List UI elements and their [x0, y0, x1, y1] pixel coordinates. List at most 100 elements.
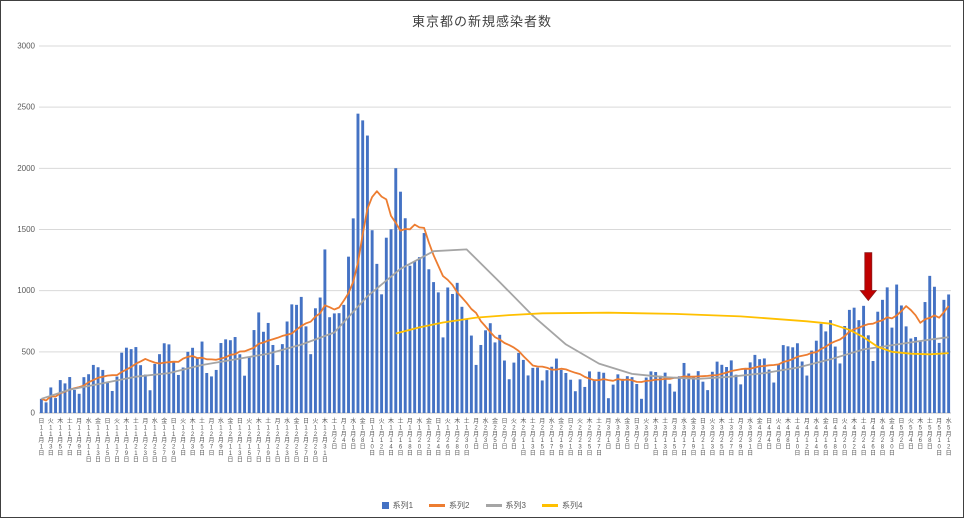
bar	[899, 305, 903, 413]
bar	[370, 230, 374, 413]
bar	[725, 367, 728, 413]
legend-item-series4[interactable]: 系列4	[541, 500, 583, 511]
bar	[63, 383, 67, 413]
bar	[224, 339, 228, 413]
bar	[578, 379, 582, 413]
bar	[819, 323, 823, 413]
legend-item-series1[interactable]: 系列1	[381, 500, 413, 511]
bar	[536, 367, 539, 413]
bar	[937, 342, 941, 413]
bar	[328, 317, 332, 413]
bar	[521, 359, 525, 413]
bar	[687, 373, 691, 413]
chart-title: 東京都の新規感染者数	[411, 14, 552, 29]
bar	[734, 374, 738, 413]
legend-item-series3[interactable]: 系列3	[485, 500, 526, 511]
bar	[909, 338, 913, 413]
bar	[375, 263, 379, 413]
bar	[862, 305, 866, 413]
bar	[498, 334, 502, 413]
bar	[276, 365, 280, 413]
bar	[347, 256, 350, 413]
bar	[252, 330, 256, 413]
bar	[658, 375, 662, 413]
bar	[195, 358, 199, 413]
bar	[148, 390, 152, 413]
bar	[82, 377, 86, 413]
bar	[554, 358, 558, 413]
svg-text:0: 0	[31, 409, 36, 418]
bar	[663, 372, 667, 413]
bar	[810, 350, 814, 413]
legend-item-series2[interactable]: 系列2	[429, 500, 470, 511]
legend-line-marker	[541, 504, 558, 507]
bar	[91, 364, 95, 413]
bar	[517, 352, 521, 413]
bar	[781, 345, 785, 413]
bar	[795, 343, 799, 413]
bar	[706, 390, 710, 413]
legend-label: 系列3	[505, 501, 526, 510]
bar	[158, 354, 161, 413]
bar	[115, 376, 119, 413]
bar	[337, 313, 341, 413]
bar	[271, 344, 275, 413]
bar	[408, 265, 412, 413]
bar	[904, 326, 908, 413]
bar	[295, 304, 298, 413]
bar	[361, 120, 365, 414]
legend-label: 系列4	[561, 501, 583, 510]
bar	[77, 393, 81, 413]
bar	[739, 384, 743, 413]
bar	[455, 282, 459, 413]
bar	[214, 369, 218, 413]
arrow-annotation[interactable]	[859, 252, 878, 302]
bar	[238, 354, 242, 413]
bar	[285, 321, 289, 413]
bar	[569, 379, 573, 413]
bar	[526, 375, 530, 413]
bar	[545, 370, 549, 413]
bar	[384, 237, 388, 413]
svg-text:2000: 2000	[17, 164, 35, 173]
bar	[512, 362, 516, 413]
bar	[838, 363, 842, 413]
bar	[399, 191, 402, 413]
bar	[635, 384, 639, 413]
bar	[621, 378, 625, 413]
bar	[44, 402, 48, 413]
